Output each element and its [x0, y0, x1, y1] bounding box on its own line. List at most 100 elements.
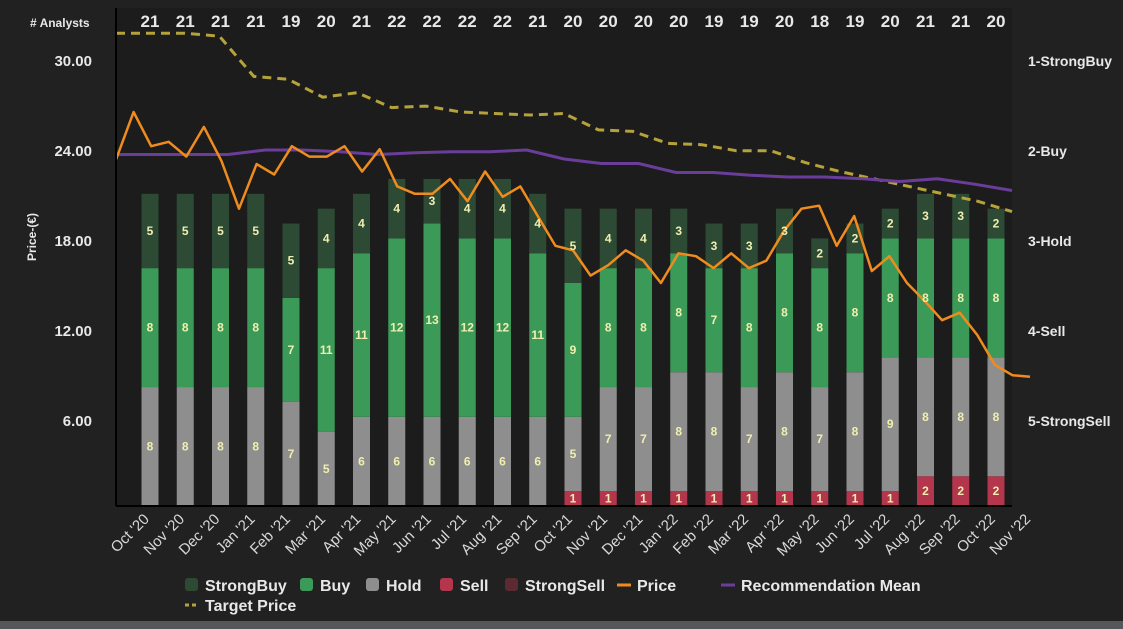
analyst-count: 22 — [423, 12, 442, 31]
bar-segment-strongbuy — [740, 223, 758, 269]
bar-segment-hold — [317, 431, 335, 506]
bar-value-label-strongbuy: 4 — [605, 231, 612, 245]
bar-segment-hold — [282, 401, 300, 506]
analyst-count: 21 — [176, 12, 195, 31]
legend-label: StrongSell — [525, 578, 605, 595]
bar-segment-hold — [599, 387, 617, 492]
bar-segment-sell — [917, 476, 934, 506]
bar-segment-hold — [987, 357, 1005, 477]
bar-value-label-hold: 8 — [852, 425, 859, 439]
bar-segment-hold — [212, 387, 229, 506]
bar-segment-sell — [670, 491, 688, 506]
legend-swatch-strongsell — [505, 578, 518, 591]
bar-value-label-buy: 8 — [675, 306, 682, 320]
bar-segment-sell — [987, 476, 1005, 506]
bar-segment-hold — [141, 387, 159, 506]
bar-value-label-sell: 2 — [922, 484, 929, 498]
analyst-count: 20 — [317, 12, 336, 31]
bar-value-label-hold: 5 — [323, 462, 330, 476]
bar-segment-buy — [388, 238, 406, 417]
bar-segment-hold — [705, 372, 723, 492]
bar-segment-sell — [635, 491, 652, 506]
bar-segment-buy — [176, 268, 194, 388]
legend-label: Hold — [386, 578, 422, 595]
bar-value-label-buy: 11 — [320, 343, 333, 357]
bar-value-label-buy: 7 — [288, 343, 295, 357]
bar-value-label-hold: 6 — [464, 454, 471, 468]
bar-segment-sell — [811, 491, 829, 506]
x-tick-label: Jun '22 — [812, 511, 858, 557]
bar-segment-buy — [141, 268, 159, 388]
bar-segment-buy — [846, 253, 864, 373]
bar-segment-strongbuy — [388, 178, 406, 239]
analyst-count: 21 — [951, 12, 970, 31]
bar-value-label-strongbuy: 4 — [534, 217, 541, 231]
bar-value-label-strongbuy: 4 — [499, 202, 506, 216]
bar-value-label-buy: 8 — [852, 306, 859, 320]
right-axis-label: 5-StrongSell — [1028, 413, 1110, 429]
bar-value-label-buy: 8 — [887, 291, 894, 305]
bar-segment-buy — [705, 268, 723, 373]
bar-value-label-sell: 2 — [993, 484, 1000, 498]
analyst-count: 22 — [387, 12, 406, 31]
bar-segment-hold — [458, 416, 476, 506]
bar-segment-buy — [811, 268, 829, 388]
analyst-count: 19 — [740, 12, 759, 31]
bar-value-label-sell: 1 — [570, 492, 577, 506]
analyst-count: 19 — [282, 12, 301, 31]
analyst-count: 20 — [634, 12, 653, 31]
bar-value-label-hold: 7 — [746, 432, 753, 446]
bar-value-label-buy: 8 — [217, 321, 224, 335]
bar-value-label-sell: 2 — [957, 484, 964, 498]
bar-value-label-buy: 11 — [531, 328, 544, 342]
analyst-count: 21 — [352, 12, 371, 31]
y-tick-label: 6.00 — [63, 413, 92, 430]
bar-segment-sell — [952, 476, 970, 506]
bar-segment-buy — [987, 238, 1005, 358]
bar-value-label-hold: 6 — [534, 454, 541, 468]
analysts-header: # Analysts — [30, 16, 90, 30]
bar-value-label-strongbuy: 3 — [675, 224, 682, 238]
bar-segment-hold — [353, 416, 370, 506]
bar-value-label-hold: 7 — [605, 432, 612, 446]
analyst-count: 20 — [775, 12, 794, 31]
bar-value-label-buy: 8 — [816, 321, 823, 335]
bar-value-label-strongbuy: 4 — [393, 202, 400, 216]
y-tick-label: 24.00 — [54, 143, 92, 160]
bar-segment-buy — [740, 268, 758, 388]
bar-segment-sell — [705, 491, 723, 506]
bar-segment-sell — [846, 491, 864, 506]
bar-value-label-hold: 6 — [393, 454, 400, 468]
bar-value-label-buy: 12 — [496, 321, 510, 335]
bar-value-label-strongbuy: 4 — [358, 217, 365, 231]
analyst-count: 20 — [987, 12, 1006, 31]
bar-segment-sell — [776, 491, 793, 506]
x-tick-label: Jun '21 — [389, 511, 435, 557]
bar-value-label-hold: 8 — [252, 440, 259, 454]
bar-value-label-hold: 7 — [816, 432, 823, 446]
analyst-count: 18 — [810, 12, 829, 31]
right-axis-label: 2-Buy — [1028, 143, 1067, 159]
bar-value-label-buy: 8 — [993, 291, 1000, 305]
bar-segment-buy — [317, 268, 335, 432]
legend-swatch-buy — [300, 578, 313, 591]
bar-segment-hold — [776, 372, 793, 492]
y-tick-label: 12.00 — [54, 323, 92, 340]
bar-segment-buy — [670, 253, 688, 373]
legend-label: Price — [637, 578, 676, 595]
bar-value-label-hold: 8 — [957, 410, 964, 424]
analyst-count: 20 — [564, 12, 583, 31]
bar-value-label-strongbuy: 5 — [288, 254, 295, 268]
bar-value-label-sell: 1 — [746, 492, 753, 506]
bar-segment-buy — [776, 253, 793, 373]
bar-segment-strongbuy — [705, 223, 723, 269]
bar-segment-buy — [564, 283, 582, 417]
y-axis-label: Price-(€) — [25, 213, 39, 261]
bar-value-label-strongbuy: 3 — [922, 209, 929, 223]
bar-value-label-strongbuy: 5 — [147, 224, 154, 238]
bar-value-label-strongbuy: 3 — [711, 239, 718, 253]
analyst-count: 20 — [881, 12, 900, 31]
bar-value-label-strongbuy: 4 — [464, 202, 471, 216]
bar-segment-hold — [423, 416, 441, 506]
